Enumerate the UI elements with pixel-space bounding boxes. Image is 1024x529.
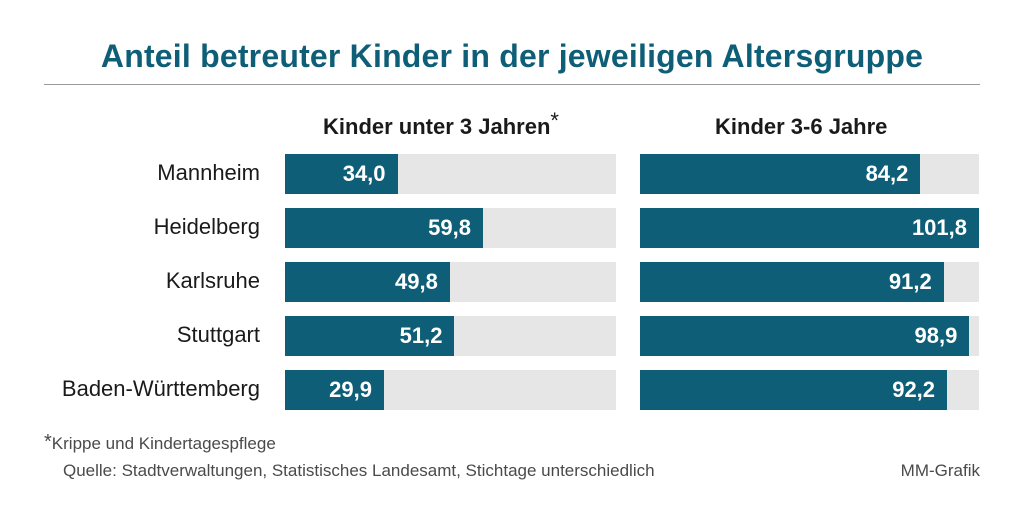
series-marker: * bbox=[550, 108, 559, 133]
category-label: Mannheim bbox=[157, 160, 260, 185]
bar-track: 29,9 bbox=[285, 370, 616, 410]
bar-track: 91,2 bbox=[640, 262, 979, 302]
bar-track: 84,2 bbox=[640, 154, 979, 194]
category-label: Baden-Württemberg bbox=[61, 376, 260, 401]
bar-value-label: 49,8 bbox=[395, 269, 438, 294]
bar-value-label: 92,2 bbox=[892, 377, 936, 402]
credit: MM-Grafik bbox=[900, 461, 980, 480]
bar: 51,2 bbox=[285, 316, 455, 356]
category-label: Heidelberg bbox=[153, 214, 260, 239]
bar-track: 92,2 bbox=[640, 370, 979, 410]
bar: 84,2 bbox=[640, 154, 921, 194]
bar: 98,9 bbox=[640, 316, 970, 356]
footnote-text: Krippe und Kindertagespflege bbox=[51, 434, 276, 453]
bar: 59,8 bbox=[285, 208, 483, 248]
bar: 29,9 bbox=[285, 370, 384, 410]
category-label: Karlsruhe bbox=[165, 268, 260, 293]
bar-value-label: 91,2 bbox=[888, 269, 932, 294]
bar-track: 34,0 bbox=[285, 154, 616, 194]
bar-value-label: 34,0 bbox=[342, 161, 386, 186]
bar-value-label: 59,8 bbox=[428, 215, 471, 240]
bar-track: 101,8 bbox=[640, 208, 979, 248]
bar: 92,2 bbox=[640, 370, 948, 410]
bar-value-label: 84,2 bbox=[865, 161, 909, 186]
bar-value-label: 51,2 bbox=[399, 323, 443, 348]
bar-value-label: 101,8 bbox=[911, 215, 967, 240]
bar-track: 59,8 bbox=[285, 208, 616, 248]
footnote: *Krippe und Kindertagespflege bbox=[44, 431, 276, 457]
bar-track: 98,9 bbox=[640, 316, 979, 356]
bar-track: 51,2 bbox=[285, 316, 616, 356]
bar: 101,8 bbox=[640, 208, 979, 248]
category-label: Stuttgart bbox=[176, 322, 260, 347]
bar: 91,2 bbox=[640, 262, 944, 302]
source-note: Quelle: Stadtverwaltungen, Statistisches… bbox=[63, 461, 655, 480]
footnote-marker: * bbox=[44, 431, 52, 453]
series-name: Kinder unter 3 Jahren bbox=[323, 114, 551, 139]
series-header-3-6: Kinder 3-6 Jahre bbox=[715, 114, 888, 139]
bar-track: 49,8 bbox=[285, 262, 616, 302]
series-header-under-3: Kinder unter 3 Jahren* bbox=[323, 108, 559, 140]
bar-value-label: 98,9 bbox=[914, 323, 958, 348]
title-divider bbox=[44, 84, 980, 85]
chart-title: Anteil betreuter Kinder in der jeweilige… bbox=[100, 38, 924, 74]
bar: 49,8 bbox=[285, 262, 450, 302]
bar: 34,0 bbox=[285, 154, 398, 194]
bar-value-label: 29,9 bbox=[329, 377, 372, 402]
